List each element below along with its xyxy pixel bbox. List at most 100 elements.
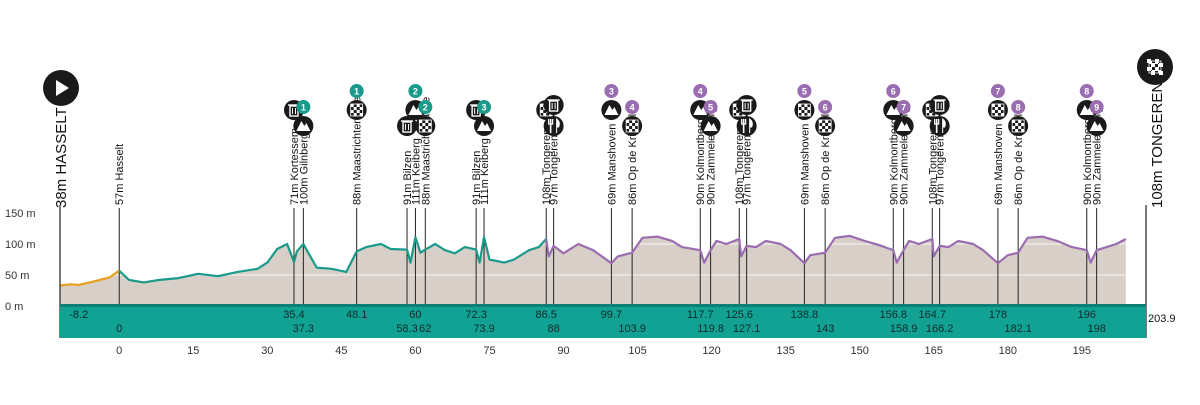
- checkered-flag-icon: [815, 116, 836, 136]
- checker-cell: [822, 123, 826, 126]
- profile-line-segment-1: [59, 269, 120, 287]
- checker-cell: [356, 104, 360, 107]
- poi-label: 111m Keiberg: [479, 138, 491, 205]
- x-tick-label: 60: [409, 345, 421, 357]
- checker-cell: [804, 110, 808, 113]
- checker-cell: [632, 120, 636, 123]
- poi-label: 90m Kolmontberg: [888, 118, 900, 205]
- badge-disc: [1011, 100, 1026, 114]
- distance-marker-label: 37.3: [293, 323, 314, 335]
- distance-marker-label: 127.1: [733, 323, 761, 335]
- badge-disc: [896, 100, 911, 114]
- checker-cell: [626, 126, 630, 129]
- poi-label: 90m Kolmontberg: [695, 118, 707, 205]
- distance-marker-label: 73.9: [473, 323, 494, 335]
- x-tick-label: 165: [925, 345, 943, 357]
- badge-number: 8: [1084, 87, 1089, 97]
- checker-cell: [1147, 59, 1151, 63]
- badge-number: 2: [423, 103, 428, 113]
- y-tick-label: 100 m: [5, 239, 36, 251]
- poi-label: 69m Manshoven: [799, 124, 811, 205]
- x-tick-label: 180: [999, 345, 1017, 357]
- badge-disc: [693, 84, 708, 98]
- distance-marker-label: 156.8: [879, 309, 907, 321]
- badge-disc: [477, 100, 492, 114]
- mountain-icon: [700, 116, 721, 136]
- checker-cell: [991, 104, 995, 107]
- badge-number: 6: [823, 103, 828, 113]
- checker-cell: [825, 126, 829, 129]
- badge-disc: [625, 100, 640, 114]
- badge-number: 6: [891, 87, 896, 97]
- distance-marker-label: 60: [409, 309, 421, 321]
- checkered-flag-icon: [346, 100, 367, 120]
- checker-cell: [1000, 113, 1004, 116]
- checker-cell: [629, 129, 633, 132]
- checker-cell: [1015, 129, 1019, 132]
- checker-cell: [1155, 59, 1159, 63]
- distance-marker-label: 99.7: [601, 309, 622, 321]
- poi-label: 71m Kortessem: [289, 128, 301, 205]
- poi-label: 97m Tongeren: [549, 135, 561, 205]
- badge-number: 5: [802, 87, 807, 97]
- poi-label: 86m Op de Kriezel: [627, 114, 639, 205]
- checker-cell: [926, 104, 930, 107]
- mountain-icon: [293, 116, 314, 136]
- distance-marker-label: -8.2: [69, 309, 88, 321]
- checkered-flag-icon: [1008, 116, 1029, 136]
- distance-marker-label: 48.1: [346, 309, 367, 321]
- knife-shape: [749, 117, 753, 133]
- badge-disc: [797, 84, 812, 98]
- checker-cell: [929, 113, 933, 116]
- checker-cell: [819, 120, 823, 123]
- distance-band: [60, 307, 1146, 338]
- checker-cell: [632, 126, 636, 129]
- distance-marker-label: 58.3: [396, 323, 417, 335]
- checker-cell: [359, 107, 363, 110]
- checker-cell: [828, 129, 832, 132]
- y-tick-label: 150 m: [5, 208, 36, 220]
- fork-tines: [548, 119, 554, 125]
- mountain-shape: [477, 121, 492, 131]
- mountain-shape: [1079, 105, 1094, 115]
- distance-marker-label: 35.4: [283, 309, 304, 321]
- checker-cell: [798, 110, 802, 113]
- profile-line-segment-2: [118, 236, 548, 284]
- checker-border: [1011, 119, 1025, 133]
- checker-cell: [1147, 67, 1151, 71]
- mountain-icon: [601, 100, 622, 120]
- badge-number: 7: [901, 103, 906, 113]
- badge-number: 1: [301, 103, 306, 113]
- distance-marker-label: 86.5: [536, 309, 557, 321]
- distance-marker-label: 166.2: [926, 323, 954, 335]
- badge-disc: [418, 100, 433, 114]
- checker-cell: [733, 104, 737, 107]
- badge-disc: [296, 100, 311, 114]
- checker-cell: [635, 129, 639, 132]
- checker-cell: [1151, 63, 1155, 67]
- badge-number: 8: [1016, 103, 1021, 113]
- poi-label: 57m Hasselt: [114, 144, 126, 205]
- distance-marker-label: 72.3: [465, 309, 486, 321]
- distance-marker-label: 182.1: [1004, 323, 1032, 335]
- bin-icon: [929, 95, 950, 115]
- bin-icon: [397, 116, 418, 136]
- play-icon: [43, 70, 79, 106]
- checker-border: [350, 103, 364, 117]
- checker-cell: [1015, 123, 1019, 126]
- poi-label: 108m Tongeren: [541, 129, 553, 205]
- x-tick-label: 0: [116, 345, 122, 357]
- badge-number: 3: [609, 87, 614, 97]
- poi-label: 111m Keiberg: [410, 138, 422, 205]
- x-tick-label: 150: [851, 345, 869, 357]
- checker-cell: [801, 113, 805, 116]
- checker-cell: [350, 104, 354, 107]
- finish-label: 108m TONGEREN: [1149, 82, 1166, 208]
- play-triangle: [56, 80, 69, 96]
- mountain-icon: [893, 116, 914, 136]
- checker-cell: [540, 104, 544, 107]
- badge-number: 4: [630, 103, 635, 113]
- checker-cell: [428, 129, 432, 132]
